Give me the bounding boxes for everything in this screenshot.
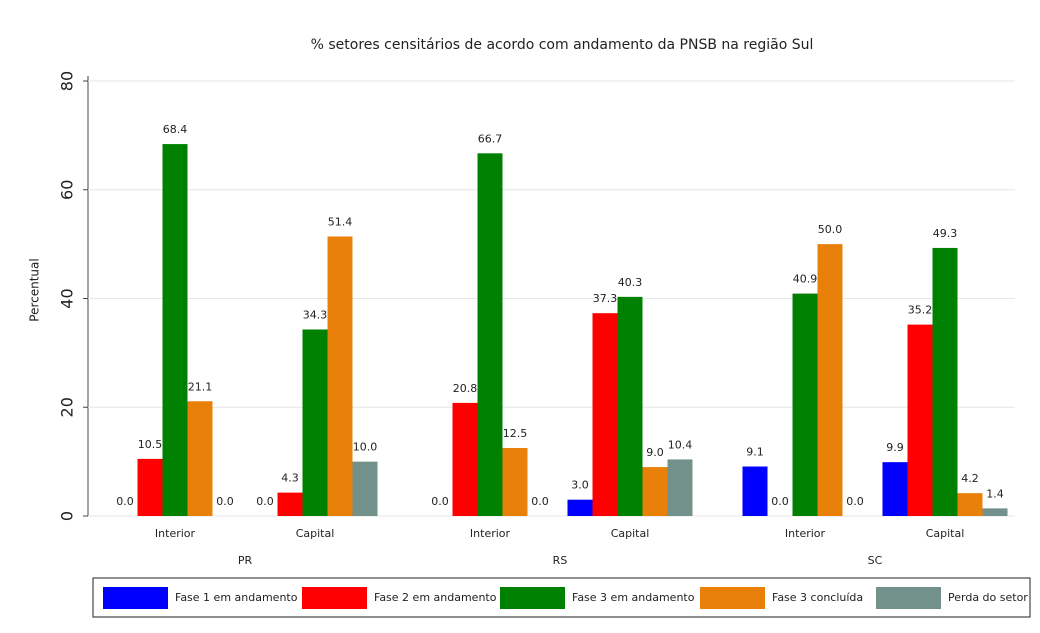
x-tick-label: Capital bbox=[926, 527, 965, 540]
legend-swatch bbox=[500, 587, 565, 609]
legend-label: Fase 3 em andamento bbox=[572, 591, 695, 604]
value-label: 0.0 bbox=[116, 495, 134, 508]
value-label: 40.3 bbox=[618, 276, 643, 289]
chart-title: % setores censitários de acordo com anda… bbox=[311, 37, 814, 53]
value-label: 4.3 bbox=[281, 472, 299, 485]
value-label: 51.4 bbox=[328, 216, 353, 229]
value-label: 0.0 bbox=[216, 495, 234, 508]
value-label: 10.5 bbox=[138, 438, 163, 451]
legend-label: Fase 3 concluída bbox=[772, 591, 863, 604]
group-label: PR bbox=[238, 554, 253, 567]
legend-label: Perda do setor bbox=[948, 591, 1028, 604]
bar bbox=[817, 244, 843, 516]
value-label: 9.9 bbox=[886, 441, 904, 454]
legend-box bbox=[92, 577, 1031, 618]
value-label: 12.5 bbox=[503, 427, 528, 440]
bar bbox=[957, 493, 983, 516]
bar bbox=[187, 401, 213, 516]
bar bbox=[667, 459, 693, 516]
bar bbox=[642, 467, 668, 516]
value-label: 4.2 bbox=[961, 472, 979, 485]
legend-swatch bbox=[302, 587, 367, 609]
value-label: 37.3 bbox=[593, 292, 618, 305]
bar bbox=[277, 492, 303, 516]
legend-label: Fase 2 em andamento bbox=[374, 591, 497, 604]
value-label: 0.0 bbox=[771, 495, 789, 508]
value-label: 35.2 bbox=[908, 304, 933, 317]
value-label: 40.9 bbox=[793, 273, 818, 286]
y-tick-label: 60 bbox=[58, 180, 77, 200]
value-label: 9.1 bbox=[746, 446, 764, 459]
x-tick-label: Interior bbox=[785, 527, 826, 540]
legend-swatch bbox=[700, 587, 765, 609]
value-label: 3.0 bbox=[571, 479, 589, 492]
x-tick-label: Capital bbox=[296, 527, 335, 540]
bar bbox=[452, 402, 478, 516]
bar bbox=[502, 448, 528, 516]
value-label: 68.4 bbox=[163, 123, 188, 136]
bar bbox=[162, 144, 188, 516]
bar bbox=[932, 247, 958, 516]
value-label: 9.0 bbox=[646, 446, 664, 459]
value-label: 0.0 bbox=[846, 495, 864, 508]
bar bbox=[567, 499, 593, 516]
value-label: 49.3 bbox=[933, 227, 958, 240]
value-label: 0.0 bbox=[431, 495, 449, 508]
value-label: 50.0 bbox=[818, 223, 843, 236]
bar bbox=[477, 153, 503, 516]
value-label: 34.3 bbox=[303, 308, 328, 321]
y-tick-label: 20 bbox=[58, 397, 77, 417]
bar bbox=[617, 296, 643, 516]
group-label: RS bbox=[553, 554, 568, 567]
y-tick-label: 0 bbox=[58, 511, 77, 521]
bar bbox=[792, 293, 818, 516]
bar bbox=[352, 461, 378, 516]
y-axis-label: Percentual bbox=[28, 258, 42, 321]
legend-swatch bbox=[103, 587, 168, 609]
bar bbox=[327, 236, 353, 516]
y-tick-label: 80 bbox=[58, 71, 77, 91]
group-label: SC bbox=[868, 554, 883, 567]
value-label: 1.4 bbox=[986, 487, 1004, 500]
bar bbox=[592, 313, 618, 516]
bar bbox=[882, 462, 908, 516]
x-tick-label: Interior bbox=[155, 527, 196, 540]
bar bbox=[742, 466, 768, 516]
bar bbox=[302, 329, 328, 516]
value-label: 21.1 bbox=[188, 380, 213, 393]
y-tick-label: 40 bbox=[58, 288, 77, 308]
bar bbox=[137, 458, 163, 516]
bar bbox=[982, 508, 1008, 516]
bar bbox=[907, 324, 933, 516]
value-label: 0.0 bbox=[531, 495, 549, 508]
value-label: 10.0 bbox=[353, 441, 378, 454]
x-tick-label: Interior bbox=[470, 527, 511, 540]
legend-label: Fase 1 em andamento bbox=[175, 591, 298, 604]
value-label: 0.0 bbox=[256, 495, 274, 508]
legend-swatch bbox=[876, 587, 941, 609]
value-label: 10.4 bbox=[668, 438, 693, 451]
value-label: 66.7 bbox=[478, 132, 503, 145]
value-label: 20.8 bbox=[453, 382, 478, 395]
x-tick-label: Capital bbox=[611, 527, 650, 540]
